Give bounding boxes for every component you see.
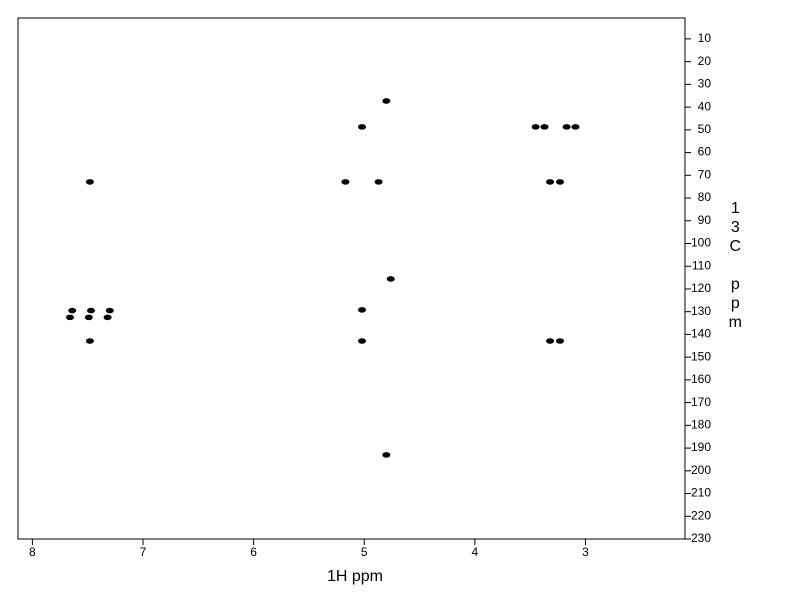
y-tick-label: 40 [698, 99, 712, 113]
y-tick-label: 50 [698, 122, 712, 136]
peak [386, 276, 395, 282]
peak [68, 307, 77, 314]
peak [562, 124, 571, 130]
y-tick-label: 200 [691, 463, 711, 477]
peak [84, 314, 93, 321]
x-tick-label: 3 [582, 545, 589, 559]
y-tick-label: 20 [698, 54, 712, 68]
x-tick-label: 7 [140, 545, 147, 559]
plot-frame [17, 17, 686, 540]
peak [374, 179, 383, 185]
peak [358, 338, 367, 344]
peak [85, 179, 94, 185]
peak [531, 124, 540, 130]
y-tick-label: 210 [691, 486, 711, 500]
y-tick-label: 70 [698, 167, 712, 181]
y-tick-label: 190 [691, 440, 711, 454]
peak [358, 307, 367, 313]
peak [540, 124, 549, 130]
y-tick-label: 110 [692, 258, 711, 272]
peak [103, 314, 112, 321]
y-tick-label: 30 [698, 77, 712, 91]
peak [105, 307, 114, 314]
peak [546, 338, 555, 344]
y-tick-label: 220 [691, 508, 711, 522]
y-tick-label: 10 [698, 31, 712, 45]
peak [87, 307, 96, 314]
x-axis-title: 1H ppm [327, 568, 383, 585]
y-tick-label: 180 [691, 418, 711, 432]
y-tick-label: 60 [698, 145, 712, 159]
peak [556, 179, 565, 185]
y-tick-label: 170 [691, 395, 711, 409]
peak [382, 452, 391, 458]
peak [341, 179, 350, 185]
y-tick-label: 120 [691, 281, 711, 295]
y-tick-label: 150 [691, 349, 711, 363]
y-tick-label: 100 [691, 236, 711, 250]
peak [556, 338, 565, 344]
y-tick-label: 90 [698, 213, 712, 227]
x-tick-label: 5 [361, 545, 368, 559]
y-tick-label: 80 [698, 190, 712, 204]
x-tick-label: 6 [250, 545, 257, 559]
peak [571, 124, 580, 130]
y-tick-label: 230 [691, 531, 711, 545]
y-tick-label: 160 [691, 372, 711, 386]
peak [65, 314, 74, 321]
y-tick-label: 140 [691, 327, 711, 341]
peak [85, 338, 94, 344]
x-tick-label: 4 [471, 545, 478, 559]
x-tick-label: 8 [29, 545, 36, 559]
y-tick-label: 130 [691, 304, 711, 318]
peak [546, 179, 555, 185]
y-axis-title: 13C ppm [727, 200, 744, 333]
peak [382, 98, 391, 104]
peak [358, 124, 367, 130]
